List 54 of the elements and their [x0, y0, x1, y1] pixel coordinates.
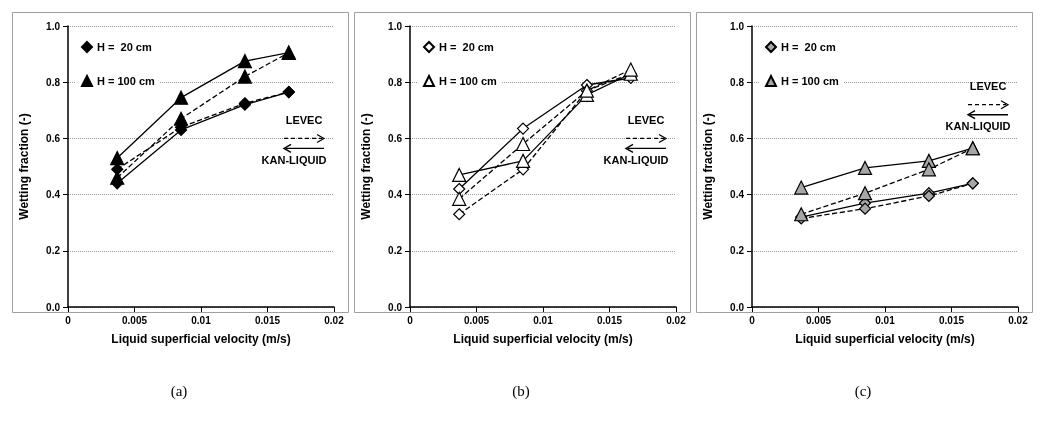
annotation: LEVEC — [285, 113, 323, 126]
x-tick-label: 0.015 — [596, 314, 623, 326]
x-tick-label: 0.02 — [666, 314, 687, 326]
y-axis-title: Wetting fraction (-) — [359, 113, 373, 220]
text: (b) — [512, 382, 530, 400]
y-tick-label: 0.6 — [388, 132, 403, 144]
y-tick-label: 0.2 — [46, 245, 61, 257]
y-tick-label: 0.0 — [730, 301, 745, 313]
text: (c) — [854, 382, 872, 400]
legend-label: H = 100 cm — [781, 75, 840, 87]
y-tick-label: 1.0 — [46, 20, 61, 32]
legend-label: H = 100 cm — [439, 75, 498, 87]
y-tick-label: 0.4 — [388, 189, 403, 201]
legend-label: H = 20 cm — [781, 41, 836, 53]
text: (a) — [170, 382, 188, 400]
y-tick-label: 0.6 — [730, 132, 745, 144]
y-tick-label: 0.2 — [730, 245, 745, 257]
x-tick-label: 0 — [65, 314, 72, 326]
x-tick-label: 0.01 — [191, 314, 212, 326]
x-axis-title: Liquid superficial velocity (m/s) — [453, 332, 633, 346]
y-tick-label: 1.0 — [388, 20, 403, 32]
y-tick-label: 0.4 — [730, 189, 745, 201]
y-tick-label: 0.0 — [388, 301, 403, 313]
legend-label: H = 20 cm — [439, 41, 494, 53]
annotation: KAN-LIQUID — [603, 153, 669, 166]
annotation: LEVEC — [969, 80, 1007, 93]
annotation: KAN-LIQUID — [261, 153, 327, 166]
y-tick-label: 0.8 — [730, 76, 745, 88]
x-tick-label: 0.01 — [533, 314, 554, 326]
x-tick-label: 0.02 — [324, 314, 345, 326]
y-axis-title: Wetting fraction (-) — [701, 113, 715, 220]
x-tick-label: 0 — [749, 314, 756, 326]
y-tick-label: 0.4 — [46, 189, 61, 201]
x-tick-label: 0.01 — [875, 314, 896, 326]
x-axis-title: Liquid superficial velocity (m/s) — [111, 332, 291, 346]
x-tick-label: 0.005 — [463, 314, 490, 326]
x-tick-label: 0.015 — [254, 314, 281, 326]
y-tick-label: 0.2 — [388, 245, 403, 257]
annotation: KAN-LIQUID — [945, 120, 1011, 133]
y-axis-title: Wetting fraction (-) — [17, 113, 31, 220]
x-tick-label: 0.005 — [121, 314, 148, 326]
legend-label: H = 100 cm — [97, 75, 156, 87]
x-axis-title: Liquid superficial velocity (m/s) — [795, 332, 975, 346]
x-tick-label: 0.02 — [1008, 314, 1029, 326]
y-tick-label: 0.6 — [46, 132, 61, 144]
annotation: LEVEC — [627, 113, 665, 126]
x-tick-label: 0.015 — [938, 314, 965, 326]
y-tick-label: 0.8 — [46, 76, 61, 88]
legend-label: H = 20 cm — [97, 41, 152, 53]
x-tick-label: 0.005 — [805, 314, 832, 326]
y-tick-label: 0.0 — [46, 301, 61, 313]
y-tick-label: 0.8 — [388, 76, 403, 88]
y-tick-label: 1.0 — [730, 20, 745, 32]
x-tick-label: 0 — [407, 314, 414, 326]
